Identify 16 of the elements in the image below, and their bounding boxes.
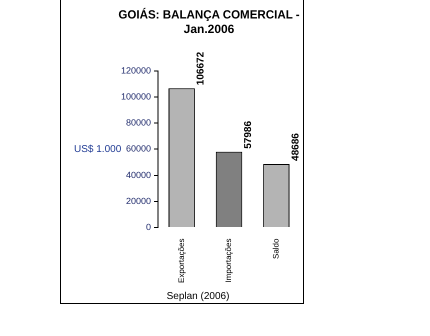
- y-tick-label: 0: [146, 222, 152, 232]
- text: Seplan (2006): [166, 290, 230, 302]
- y-tick-label: 80000: [126, 118, 152, 128]
- y-tick-label: 100000: [120, 91, 152, 102]
- y-axis-title: US$ 1.000: [74, 144, 122, 155]
- y-tick-label: 20000: [126, 196, 152, 206]
- chart-title: GOIÁS: BALANÇA COMERCIAL - Jan.2006: [118, 7, 300, 36]
- x-tick-label: Importações: [224, 238, 234, 283]
- y-tick-label: 120000: [120, 65, 152, 76]
- x-tick-label: Exportações: [176, 238, 186, 283]
- data-label: 106672: [196, 51, 207, 86]
- x-tick-label: Saldo: [272, 238, 281, 259]
- y-tick-label: 40000: [126, 170, 152, 180]
- data-label: 57986: [242, 120, 254, 149]
- data-label: 48686: [290, 132, 302, 161]
- y-tick-label: 60000: [126, 144, 152, 154]
